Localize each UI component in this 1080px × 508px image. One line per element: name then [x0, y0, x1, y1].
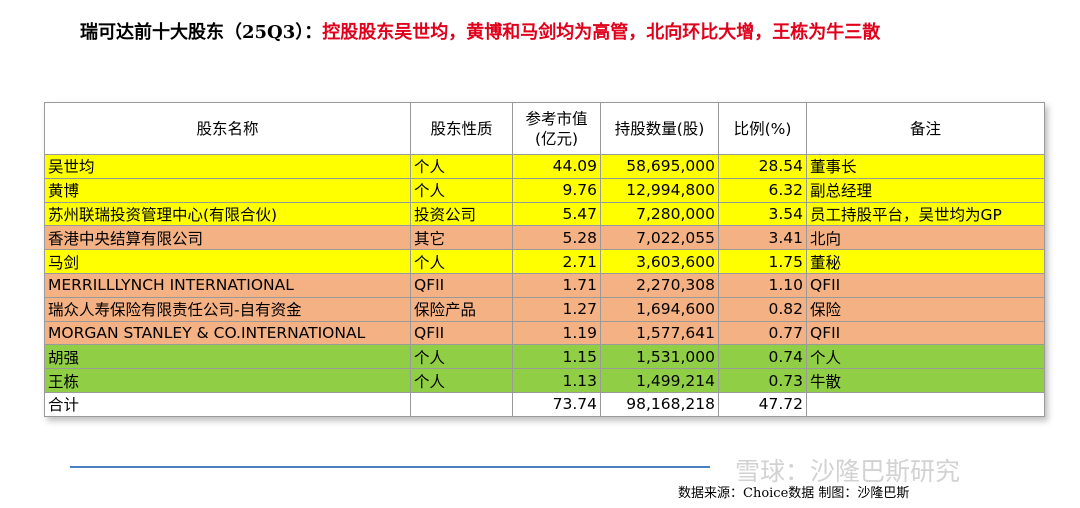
table-cell: 9.76	[512, 177, 601, 203]
table-cell: 0.74	[718, 344, 807, 370]
table-cell: 投资公司	[410, 201, 513, 227]
table-cell: 副总经理	[806, 177, 1045, 203]
table-cell: 1.19	[512, 320, 601, 346]
table-cell	[806, 391, 1045, 417]
table-row: 王栋 个人 1.13 1,499,214 0.73 牛散	[44, 368, 1045, 393]
table-cell: 5.47	[512, 201, 601, 227]
source-note: 数据来源：Choice数据 制图：沙隆巴斯	[678, 486, 910, 501]
table-cell: 个人	[410, 154, 513, 179]
table-cell: 1.27	[512, 296, 601, 322]
header-cell: 参考市值 (亿元)	[512, 102, 601, 155]
table-row: 马剑 个人 2.71 3,603,600 1.75 董秘	[44, 249, 1045, 274]
table-cell: 1.10	[718, 272, 807, 298]
table-cell: 1.13	[512, 368, 601, 393]
table-cell: 董事长	[806, 154, 1045, 179]
table-cell: 保险	[806, 296, 1045, 322]
header-row: 股东名称 股东性质 参考市值 (亿元) 持股数量(股) 比例(%) 备注	[44, 102, 1045, 155]
table-cell: 3.41	[718, 225, 807, 251]
table-cell: 58,695,000	[600, 154, 719, 179]
table-cell: 2.71	[512, 249, 601, 274]
table-cell: 5.28	[512, 225, 601, 251]
table-cell: 王栋	[44, 368, 411, 393]
table-cell: 3.54	[718, 201, 807, 227]
table-row: MORGAN STANLEY & CO.INTERNATIONAL QFII 1.1…	[44, 320, 1045, 346]
table-cell: 胡强	[44, 344, 411, 370]
title-main: 瑞可达前十大股东（25Q3）：	[80, 22, 323, 43]
table-cell: 1.15	[512, 344, 601, 370]
table-cell: 香港中央结算有限公司	[44, 225, 411, 251]
table-row: 胡强 个人 1.15 1,531,000 0.74 个人	[44, 344, 1045, 370]
table-cell: 合计	[44, 391, 411, 417]
table-cell: 7,280,000	[600, 201, 719, 227]
table-cell: 马剑	[44, 249, 411, 274]
title-highlight: 控股股东吴世均，黄博和马剑均为高管，北向环比大增，王栋为牛三散	[322, 22, 881, 43]
watermark: 雪球：沙隆巴斯研究	[735, 457, 961, 486]
table-cell: MORGAN STANLEY & CO.INTERNATIONAL	[44, 320, 411, 346]
table-cell: 员工持股平台，吴世均为GP	[806, 201, 1045, 227]
divider-line	[70, 466, 710, 468]
table-cell: 2,270,308	[600, 272, 719, 298]
table-cell: 个人	[410, 249, 513, 274]
table-cell: 3,603,600	[600, 249, 719, 274]
table-cell: 1,531,000	[600, 344, 719, 370]
total-row: 合计 73.74 98,168,218 47.72	[44, 391, 1045, 417]
table-cell: 44.09	[512, 154, 601, 179]
table-cell: QFII	[806, 272, 1045, 298]
header-cell: 股东性质	[410, 102, 513, 155]
table-cell: 1,499,214	[600, 368, 719, 393]
table-row: 苏州联瑞投资管理中心(有限合伙) 投资公司 5.47 7,280,000 3.54 员工持…	[44, 201, 1045, 227]
table-cell: 个人	[410, 177, 513, 203]
table-cell: MERRILLLYNCH INTERNATIONAL	[44, 272, 411, 298]
table-cell: 7,022,055	[600, 225, 719, 251]
table-row: 吴世均 个人 44.09 58,695,000 28.54 董事长	[44, 154, 1045, 179]
table-cell: 瑞众人寿保险有限责任公司-自有资金	[44, 296, 411, 322]
table-cell: 0.82	[718, 296, 807, 322]
table-cell	[410, 391, 513, 417]
header-cell: 比例(%)	[718, 102, 807, 155]
table-cell: 北向	[806, 225, 1045, 251]
table-cell: 0.77	[718, 320, 807, 346]
table-row: MERRILLLYNCH INTERNATIONAL QFII 1.71 2,270,…	[44, 272, 1045, 298]
table-cell: 1,577,641	[600, 320, 719, 346]
table-cell: 0.73	[718, 368, 807, 393]
table-cell: 28.54	[718, 154, 807, 179]
header-line: (亿元)	[534, 129, 579, 148]
table-cell: 1.71	[512, 272, 601, 298]
table-cell: QFII	[410, 320, 513, 346]
table-cell: 6.32	[718, 177, 807, 203]
shareholder-table: 股东名称 股东性质 参考市值 (亿元) 持股数量(股) 比例(%) 备注 吴世均 个人 44.0…	[44, 102, 1045, 417]
table-cell: 其它	[410, 225, 513, 251]
table-cell: 98,168,218	[600, 391, 719, 417]
table-cell: 吴世均	[44, 154, 411, 179]
table-cell: 47.72	[718, 391, 807, 417]
table-cell: 黄博	[44, 177, 411, 203]
table-cell: 牛散	[806, 368, 1045, 393]
table-row: 香港中央结算有限公司 其它 5.28 7,022,055 3.41 北向	[44, 225, 1045, 251]
header-line: 参考市值	[525, 109, 588, 128]
table-cell: 73.74	[512, 391, 601, 417]
header-cell: 备注	[806, 102, 1045, 155]
table-cell: 12,994,800	[600, 177, 719, 203]
title: 瑞可达前十大股东（25Q3）：控股股东吴世均，黄博和马剑均为高管，北向环比大增，…	[80, 18, 880, 44]
table-cell: 1.75	[718, 249, 807, 274]
table-cell: 董秘	[806, 249, 1045, 274]
header-cell: 持股数量(股)	[600, 102, 719, 155]
table-cell: QFII	[410, 272, 513, 298]
table-cell: 个人	[410, 344, 513, 370]
table-cell: 个人	[806, 344, 1045, 370]
table-body: 吴世均 个人 44.09 58,695,000 28.54 董事长 黄博 个人 9.76 12,9…	[44, 154, 1045, 417]
table-cell: QFII	[806, 320, 1045, 346]
table-cell: 1,694,600	[600, 296, 719, 322]
header-cell: 股东名称	[44, 102, 411, 155]
table-cell: 苏州联瑞投资管理中心(有限合伙)	[44, 201, 411, 227]
table-cell: 保险产品	[410, 296, 513, 322]
table-row: 黄博 个人 9.76 12,994,800 6.32 副总经理	[44, 177, 1045, 203]
table-cell: 个人	[410, 368, 513, 393]
table-row: 瑞众人寿保险有限责任公司-自有资金 保险产品 1.27 1,694,600 0.82 保险	[44, 296, 1045, 322]
